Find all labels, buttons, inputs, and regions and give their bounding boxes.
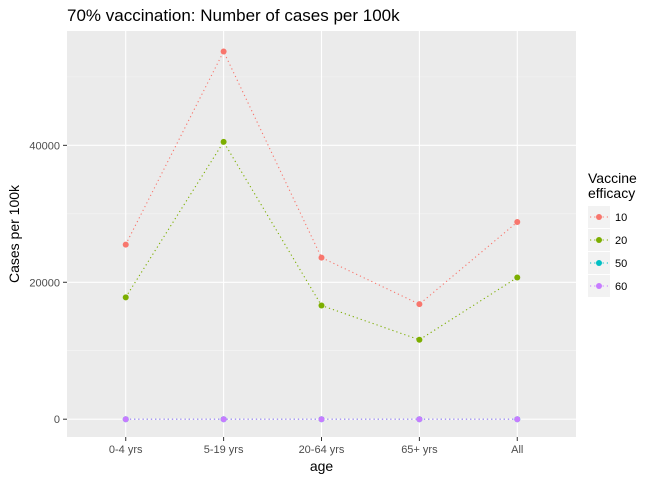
data-point-20 [416, 336, 423, 343]
legend-key-point [596, 237, 602, 243]
data-point-10 [122, 241, 129, 248]
x-tick-label: All [511, 444, 523, 456]
legend-key-point [596, 214, 602, 220]
data-point-60 [220, 416, 227, 423]
x-tick-label: 5-19 yrs [204, 444, 244, 456]
data-point-60 [416, 416, 423, 423]
legend-label: 10 [615, 212, 627, 224]
legend-label: 60 [615, 281, 627, 293]
chart-title: 70% vaccination: Number of cases per 100… [67, 6, 400, 25]
data-point-60 [318, 416, 325, 423]
data-point-20 [514, 274, 521, 281]
data-point-20 [318, 302, 325, 309]
y-tick-label: 0 [54, 414, 60, 426]
data-point-10 [514, 219, 521, 226]
data-point-10 [220, 48, 227, 55]
legend-title: Vaccine [588, 170, 637, 186]
x-tick-label: 20-64 yrs [299, 444, 345, 456]
y-tick-label: 40000 [29, 140, 60, 152]
x-axis-title: age [310, 458, 334, 474]
legend-key-point [596, 260, 602, 266]
legend-label: 20 [615, 235, 627, 247]
y-tick-label: 20000 [29, 277, 60, 289]
data-point-20 [220, 138, 227, 145]
data-point-60 [514, 416, 521, 423]
x-tick-label: 0-4 yrs [109, 444, 143, 456]
legend-title: efficacy [588, 185, 635, 201]
data-point-10 [416, 301, 423, 308]
grid-lines [67, 31, 576, 437]
series-layer [122, 48, 521, 423]
data-point-10 [318, 254, 325, 261]
data-point-20 [122, 294, 129, 301]
legend-label: 50 [615, 258, 627, 270]
data-point-60 [122, 416, 129, 423]
x-tick-label: 65+ yrs [401, 444, 438, 456]
axes: 0 20000 40000 0-4 yrs 5-19 yrs 20-64 yrs 65+ y… [29, 140, 523, 456]
legend-key-point [596, 283, 602, 289]
y-axis-title: Cases per 100k [6, 184, 22, 283]
